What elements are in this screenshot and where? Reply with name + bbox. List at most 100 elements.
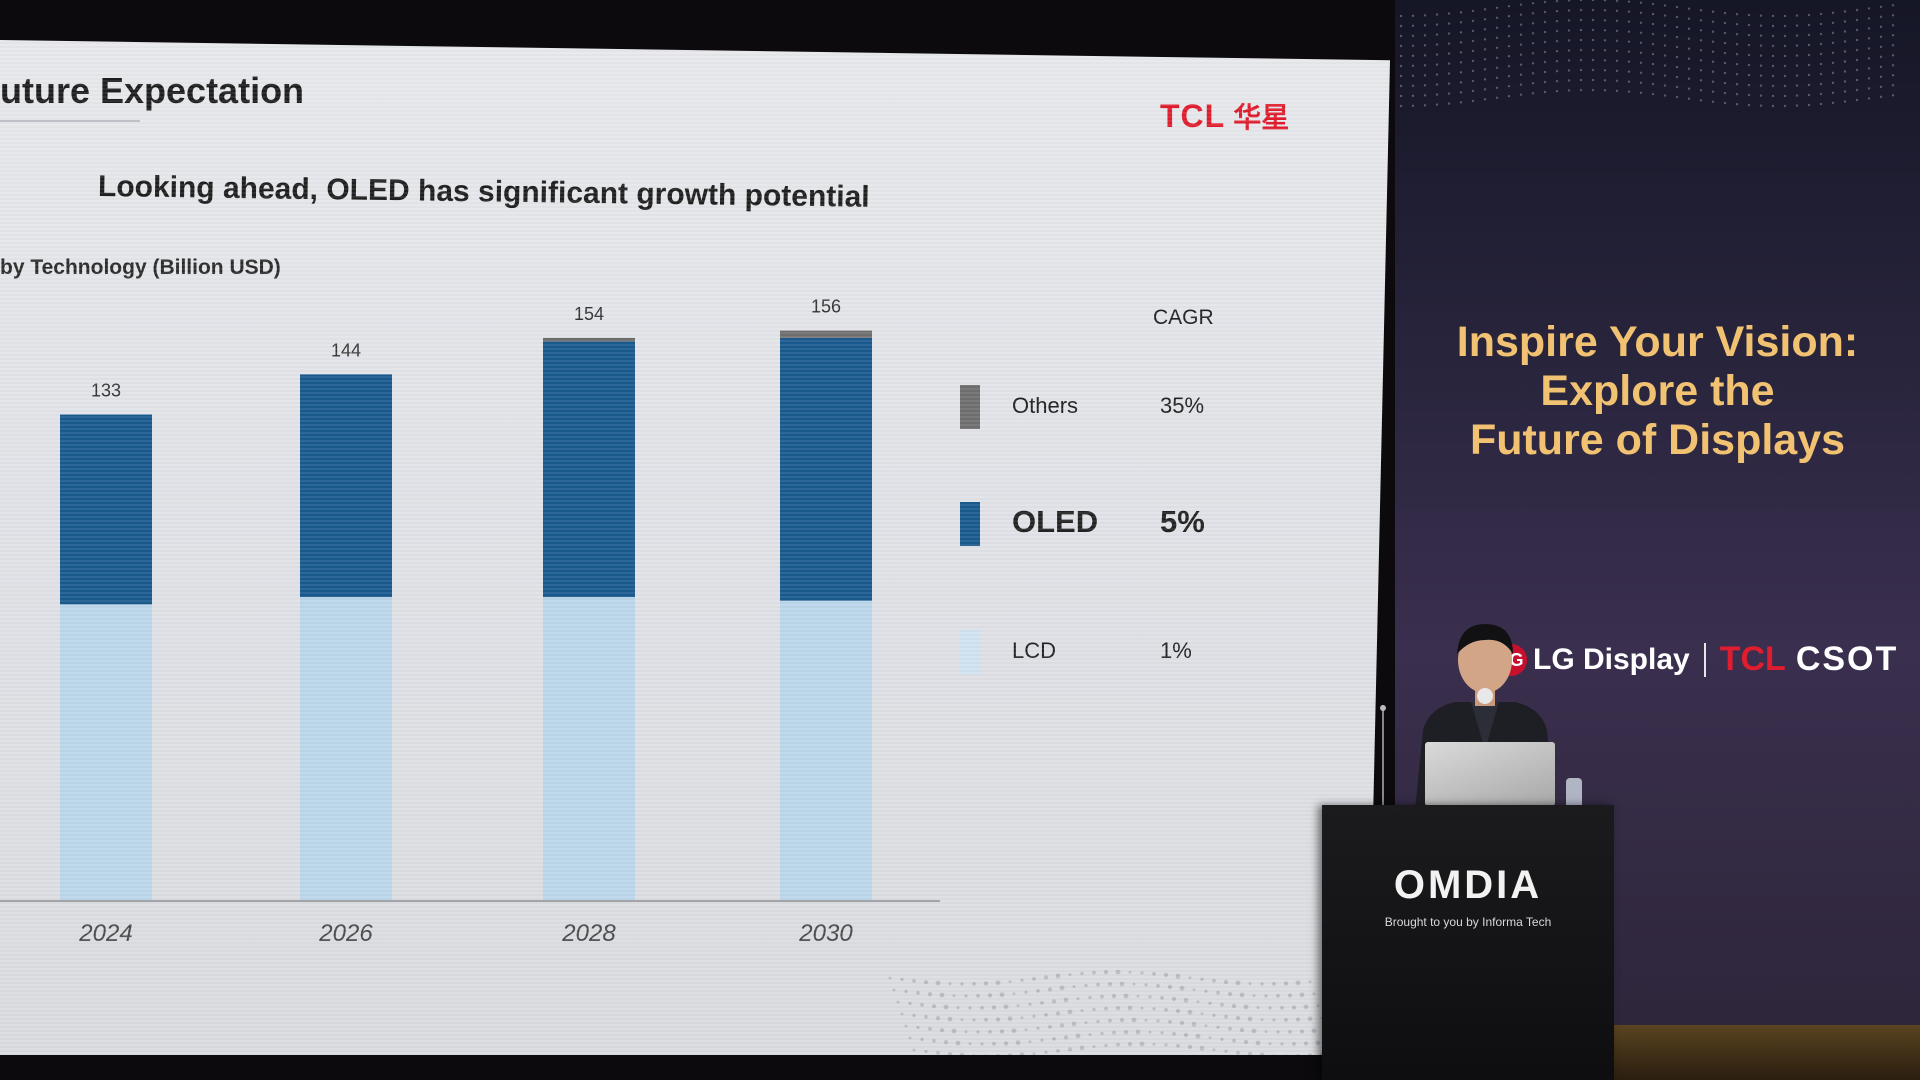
banner-dot [1567,79,1571,82]
banner-dot [1783,44,1787,48]
banner-dot [1807,13,1811,17]
decor-dot [1212,978,1216,983]
banner-dot [1831,61,1835,65]
banner-dot [1483,18,1487,21]
banner-dot [1795,24,1799,27]
decor-dot [1243,1004,1249,1010]
banner-dot [1735,43,1739,46]
bar-oled-2026 [300,374,392,598]
bar-others-2028 [543,337,635,342]
decor-dot [1243,1039,1249,1045]
decor-dot [1092,970,1096,975]
decor-dot [1132,982,1136,986]
banner-dot [1663,4,1667,7]
banner-dot [1507,34,1511,38]
banner-dot [1699,69,1703,72]
banner-dot [1603,79,1607,82]
podium: OMDIA Brought to you by Informa Tech [1322,805,1614,1080]
legend-cagr-others: 35% [1160,393,1205,418]
handheld-microphone [1477,688,1493,704]
decor-dot [1208,1001,1212,1005]
banner-dot [1603,89,1607,92]
decor-dot [1303,1004,1309,1010]
decor-dot [1123,993,1129,999]
banner-dot [1567,9,1571,12]
decor-dot [1028,1040,1032,1043]
banner-dot [1411,24,1415,28]
banner-dot [1543,40,1547,44]
decor-dot [1235,980,1241,986]
banner-dot [1555,39,1559,43]
banner-dot [1723,91,1727,95]
banner-dot [1411,64,1415,68]
banner-dot [1723,21,1727,25]
banner-dot [1855,88,1859,92]
banner-dot [1519,63,1523,66]
banner-dot [1411,44,1415,48]
banner-dot [1627,10,1631,13]
decor-dot [943,1004,949,1010]
banner-dot [1591,78,1595,82]
banner-dot [1771,84,1775,88]
banner-dot [1867,97,1871,100]
banner-dot [1747,83,1751,87]
legend-swatch-oled [960,502,980,546]
banner-dot [1591,0,1595,2]
banner-dot [1759,44,1763,47]
decor-dot [1088,995,1092,1000]
decor-dot [980,1042,984,1046]
legend-item-others: Others 35% [960,375,1220,435]
csot-sponsor-logo: CSOT [1795,640,1899,678]
banner-dot [1891,64,1895,67]
banner-dot [1651,92,1655,96]
decor-dot [980,1006,984,1010]
decor-dot [1264,1030,1268,1034]
banner-dot [1831,101,1835,105]
decor-dot [935,1015,941,1021]
banner-dot [1723,81,1727,85]
banner-dot [1615,39,1619,43]
decor-dot [1111,993,1117,999]
banner-dot [1639,71,1643,74]
decor-dot [1191,1021,1197,1027]
banner-dot [1435,103,1439,106]
legend-swatch-others [960,385,980,429]
banner-dot [1687,7,1691,10]
banner-dot [1543,20,1547,24]
decor-dot [1168,1019,1172,1024]
presenter-hair [1457,624,1513,654]
banner-dot [1483,28,1487,31]
banner-dot [1567,0,1571,2]
decor-dot [1103,970,1109,975]
decor-dot [1088,1033,1092,1036]
banner-dot [1567,39,1571,42]
decor-dot [1264,994,1268,998]
banner-dot [1879,5,1883,9]
banner-dot [1735,63,1739,66]
decor-dot [1183,997,1189,1003]
decor-dot [888,976,892,980]
decor-dot [1312,992,1316,996]
banner-dot [1507,14,1511,18]
decor-dot [1032,1052,1036,1055]
banner-dot [1663,24,1667,27]
banner-dot [1579,68,1583,72]
decor-dot [1044,1050,1048,1054]
legend-label-lcd: LCD [1012,638,1057,663]
banner-dot [1399,14,1403,18]
banner-dot [1663,14,1667,17]
decor-dot [1212,1048,1216,1052]
tcl-logo-text: TCL [1160,98,1226,134]
banner-dot [1495,86,1499,89]
banner-dot [1867,7,1871,10]
decor-dot [1220,1002,1224,1007]
decor-dot [1016,1004,1020,1007]
banner-dot [1567,59,1571,62]
banner-dot [1531,52,1535,55]
banner-dot [1615,19,1619,23]
banner-dot [1627,20,1631,23]
banner-dot [1603,59,1607,62]
banner-dot [1783,64,1787,68]
decor-dot [1119,981,1125,987]
decor-dot [1291,1005,1297,1010]
